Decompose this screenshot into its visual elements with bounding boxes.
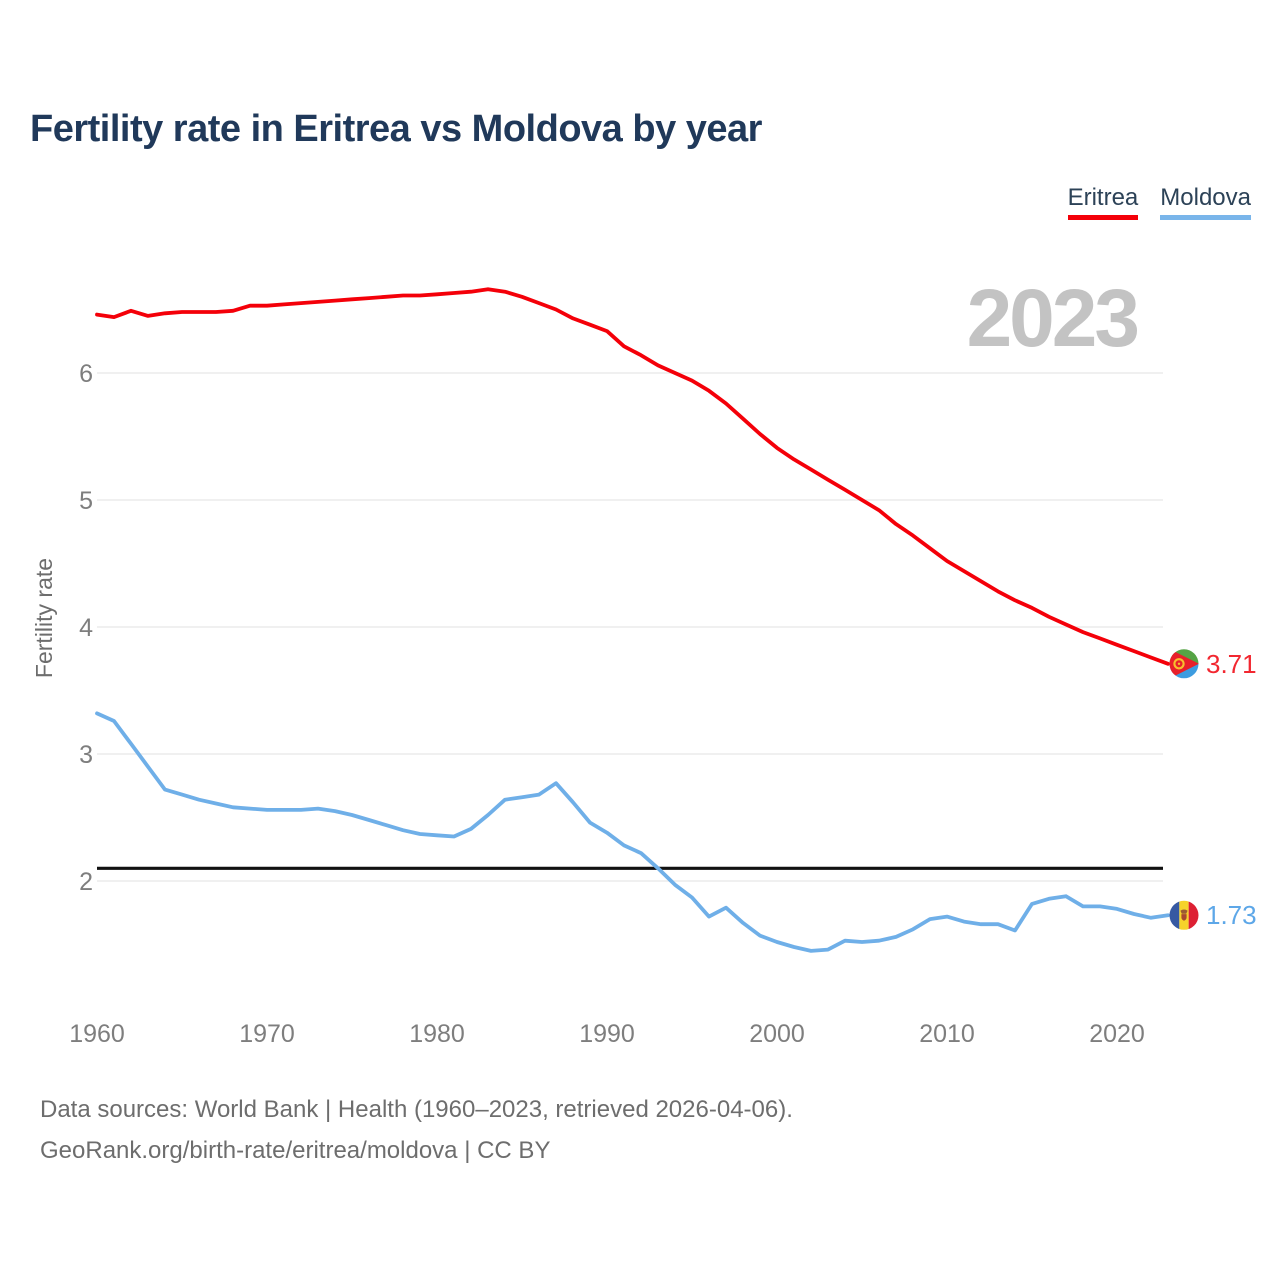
plot-layer: 2 3 4 5 6 1960 1970 1980 1990 2000 2010 2020 bbox=[69, 287, 1170, 1048]
y-tick-3: 3 bbox=[79, 741, 93, 769]
legend-label-moldova: Moldova bbox=[1160, 184, 1251, 211]
legend-underline-eritrea bbox=[1067, 215, 1139, 220]
eritrea-end-value: 3.71 bbox=[1206, 649, 1257, 679]
y-tick-5: 5 bbox=[79, 487, 93, 515]
x-tick-2020: 2020 bbox=[1089, 1020, 1145, 1048]
legend-label-eritrea: Eritrea bbox=[1067, 184, 1139, 211]
page-title: Fertility rate in Eritrea vs Moldova by … bbox=[30, 108, 762, 150]
legend-item-eritrea[interactable]: Eritrea bbox=[1067, 184, 1139, 220]
y-tick-4: 4 bbox=[79, 614, 93, 642]
x-tick-1990: 1990 bbox=[579, 1020, 635, 1048]
y-axis-title: Fertility rate bbox=[31, 558, 57, 678]
moldova-line bbox=[95, 711, 1170, 953]
legend: Eritrea Moldova bbox=[1067, 184, 1251, 220]
x-tick-2000: 2000 bbox=[749, 1020, 805, 1048]
y-tick-6: 6 bbox=[79, 360, 93, 388]
footer-attribution-line: GeoRank.org/birth-rate/eritrea/moldova |… bbox=[40, 1137, 551, 1164]
x-tick-1960: 1960 bbox=[69, 1020, 125, 1048]
eritrea-flag-icon bbox=[1169, 649, 1199, 679]
y-tick-2: 2 bbox=[79, 868, 93, 896]
x-tick-1980: 1980 bbox=[409, 1020, 465, 1048]
legend-underline-moldova bbox=[1160, 215, 1251, 220]
x-tick-2010: 2010 bbox=[919, 1020, 975, 1048]
legend-item-moldova[interactable]: Moldova bbox=[1160, 184, 1251, 220]
moldova-end-value: 1.73 bbox=[1206, 900, 1257, 930]
footer: Data sources: World Bank | Health (1960–… bbox=[40, 1089, 793, 1171]
eritrea-line bbox=[95, 287, 1170, 666]
x-tick-1970: 1970 bbox=[239, 1020, 295, 1048]
watermark-year: 2023 bbox=[967, 273, 1138, 364]
footer-sources-line: Data sources: World Bank | Health (1960–… bbox=[40, 1096, 793, 1123]
moldova-flag-icon bbox=[1169, 900, 1199, 930]
